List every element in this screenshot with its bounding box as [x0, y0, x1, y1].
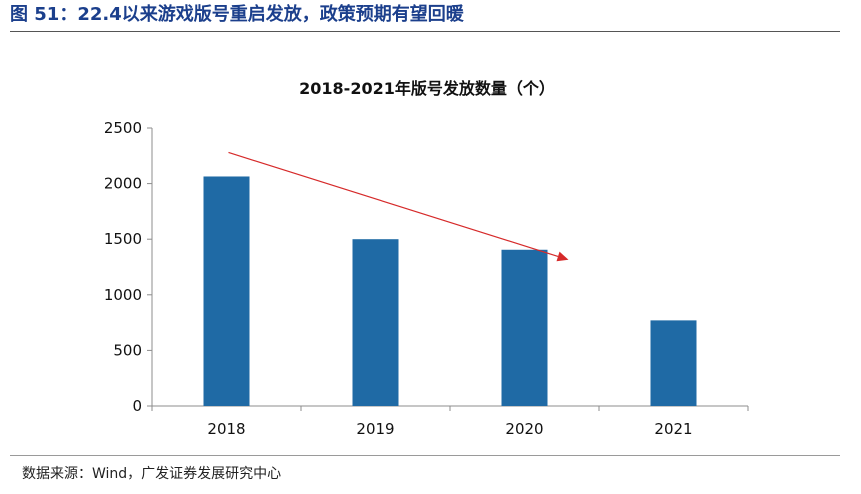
- trend-arrow-line: [228, 151, 559, 258]
- x-tick-label: 2018: [207, 420, 245, 438]
- trend-arrow-head: [556, 251, 569, 262]
- y-tick-label: 2000: [104, 175, 142, 193]
- figure-title: 图 51：22.4以来游戏版号重启发放，政策预期有望回暖: [10, 4, 464, 25]
- bar-series: [203, 176, 697, 406]
- bar: [203, 176, 250, 406]
- y-tick-label: 1500: [104, 230, 142, 248]
- y-tick-label: 1000: [104, 286, 142, 304]
- y-axis: 0 500 1000 1500 2000 2500: [104, 119, 153, 415]
- x-tick-label: 2020: [505, 420, 543, 438]
- figure-header: 图 51：22.4以来游戏版号重启发放，政策预期有望回暖: [10, 4, 464, 28]
- x-tick-label: 2021: [654, 420, 692, 438]
- chart-title: 2018-2021年版号发放数量（个）: [299, 79, 555, 98]
- bar: [352, 239, 399, 406]
- header-rule: [10, 31, 840, 32]
- y-tick-label: 0: [132, 397, 142, 415]
- y-tick-label: 500: [113, 341, 142, 359]
- bar: [501, 249, 548, 406]
- x-tick-label: 2019: [356, 420, 394, 438]
- bar-chart: 2018-2021年版号发放数量（个） 0 500 1000 1500 2000 2500…: [104, 79, 749, 438]
- x-axis: 2018 2019 2020 2021: [151, 405, 749, 438]
- trend-arrow: [228, 151, 569, 262]
- figure-source: 数据来源：Wind，广发证券发展研究中心: [22, 466, 282, 482]
- footer-rule: [10, 455, 840, 456]
- bar: [650, 320, 697, 406]
- y-tick-label: 2500: [104, 119, 142, 137]
